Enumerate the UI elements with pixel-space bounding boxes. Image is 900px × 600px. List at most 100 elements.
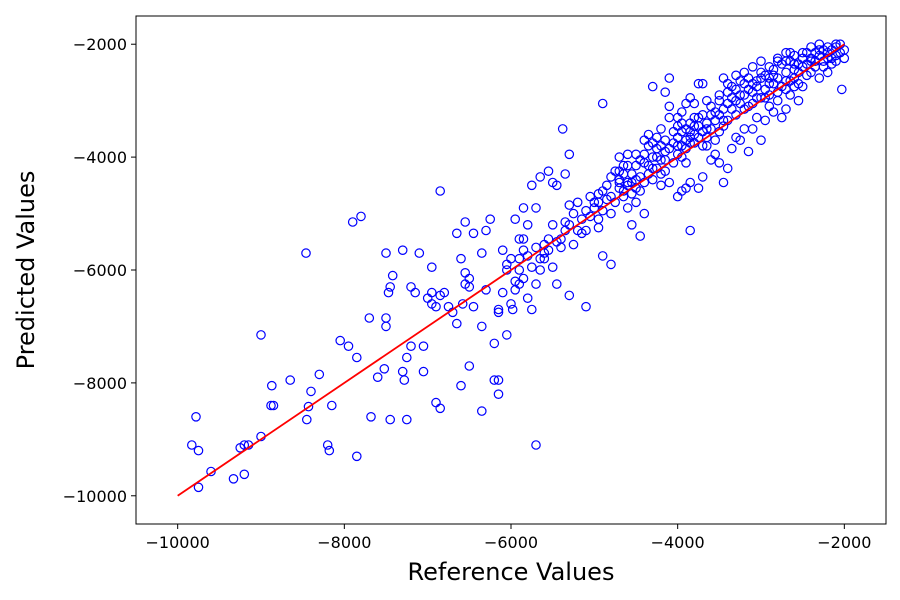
- data-point: [681, 158, 691, 168]
- data-point: [568, 239, 579, 250]
- data-point: [581, 301, 591, 312]
- data-point: [468, 228, 479, 239]
- data-point: [301, 248, 311, 258]
- data-point: [239, 440, 250, 450]
- data-point: [535, 253, 545, 264]
- data-point: [481, 225, 491, 236]
- data-point: [285, 375, 295, 385]
- data-point: [606, 172, 616, 182]
- data-point: [606, 259, 616, 270]
- data-point: [406, 341, 416, 351]
- data-point: [366, 411, 376, 422]
- data-point: [756, 56, 766, 66]
- data-point: [831, 39, 841, 49]
- data-point: [726, 104, 737, 114]
- data-point: [506, 299, 516, 309]
- data-point: [322, 440, 333, 450]
- data-point: [435, 186, 445, 196]
- data-point: [814, 45, 825, 55]
- data-point: [731, 84, 741, 95]
- x-tick-label: −10000: [146, 533, 210, 552]
- data-point: [451, 228, 462, 239]
- data-point: [697, 172, 708, 182]
- data-point: [722, 78, 733, 89]
- data-point: [560, 217, 570, 227]
- data-point: [493, 304, 504, 315]
- data-point: [664, 177, 675, 188]
- data-point: [464, 361, 475, 371]
- data-point: [526, 262, 537, 272]
- data-point: [789, 59, 800, 69]
- data-point: [547, 177, 558, 188]
- data-point: [739, 90, 750, 100]
- data-point: [451, 318, 462, 329]
- data-point: [772, 53, 783, 64]
- data-point: [531, 242, 541, 253]
- data-point: [431, 301, 441, 312]
- data-point: [735, 98, 745, 109]
- y-axis-label: Predicted Values: [12, 171, 40, 370]
- x-tick-label: −8000: [317, 533, 371, 552]
- data-point: [664, 112, 675, 123]
- data-point: [506, 253, 516, 264]
- data-point: [822, 42, 833, 52]
- data-point: [714, 95, 725, 106]
- data-point: [514, 234, 525, 244]
- data-point: [626, 189, 637, 199]
- data-point: [456, 253, 466, 264]
- data-point: [747, 62, 758, 72]
- data-point: [776, 112, 787, 123]
- y-tick-label: −10000: [63, 487, 127, 506]
- data-point: [726, 143, 737, 154]
- data-point: [731, 70, 741, 81]
- data-point: [468, 301, 479, 312]
- data-point: [660, 87, 670, 97]
- data-point: [401, 352, 412, 363]
- data-point: [564, 290, 575, 301]
- data-point: [764, 73, 775, 83]
- data-point: [785, 90, 795, 100]
- data-point: [660, 166, 670, 176]
- y-tick-label: −8000: [73, 374, 127, 393]
- data-point: [401, 414, 412, 425]
- data-point: [806, 42, 816, 52]
- data-point: [768, 107, 779, 117]
- data-point: [522, 220, 533, 230]
- data-point: [697, 78, 708, 89]
- data-point: [426, 262, 437, 272]
- data-point: [372, 372, 383, 382]
- data-point: [718, 177, 729, 188]
- data-point: [551, 279, 562, 289]
- data-point: [456, 380, 466, 391]
- data-point: [639, 208, 650, 219]
- y-axis-ticks: −10000 −8000 −6000 −4000 −2000: [63, 35, 136, 506]
- data-point: [314, 369, 325, 380]
- data-point: [547, 262, 558, 272]
- data-point: [593, 189, 604, 199]
- data-point: [760, 115, 770, 126]
- data-point: [668, 126, 679, 137]
- data-point: [676, 107, 687, 117]
- data-point: [747, 124, 758, 134]
- data-point: [685, 225, 695, 236]
- data-point: [418, 341, 429, 351]
- data-point: [647, 81, 658, 92]
- data-point: [585, 191, 595, 202]
- data-point: [781, 104, 791, 114]
- data-point: [526, 304, 537, 315]
- data-point: [564, 200, 575, 210]
- data-point: [476, 406, 487, 416]
- data-point: [518, 203, 529, 213]
- data-point: [560, 169, 570, 179]
- data-point: [206, 466, 216, 477]
- data-point: [776, 81, 787, 92]
- data-point: [385, 282, 395, 292]
- data-point: [266, 380, 277, 391]
- data-point: [639, 135, 650, 145]
- data-point: [647, 174, 658, 185]
- data-point: [387, 270, 398, 281]
- data-point: [706, 110, 716, 120]
- data-point: [797, 47, 808, 58]
- data-point: [383, 287, 394, 298]
